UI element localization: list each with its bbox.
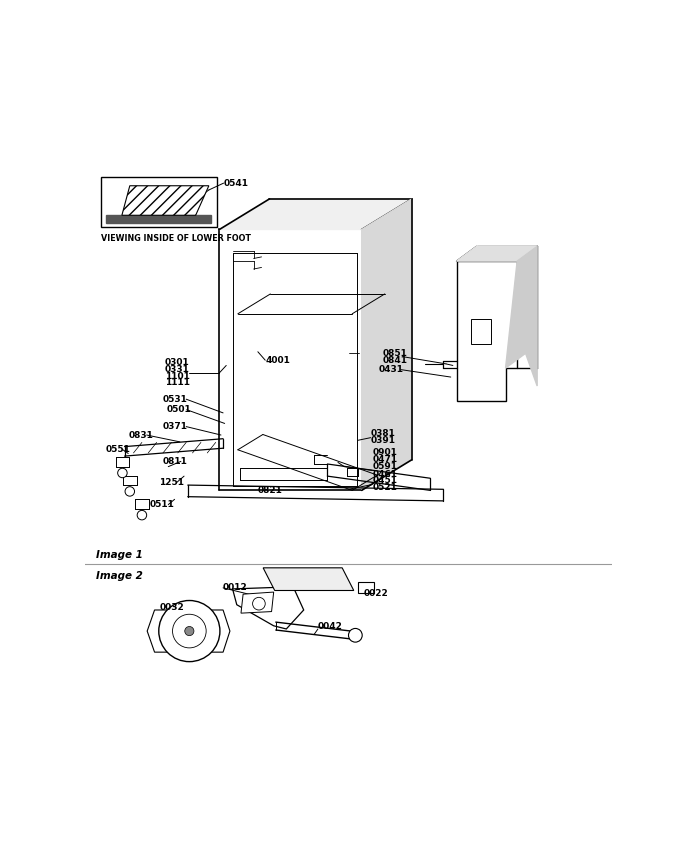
- Text: 0042: 0042: [318, 622, 343, 631]
- Polygon shape: [233, 587, 304, 629]
- Text: 0901: 0901: [372, 448, 397, 457]
- Text: 0012: 0012: [223, 583, 248, 592]
- Circle shape: [185, 626, 194, 636]
- Text: 0461: 0461: [372, 470, 397, 478]
- FancyBboxPatch shape: [101, 177, 217, 227]
- Polygon shape: [220, 199, 412, 230]
- Polygon shape: [456, 246, 537, 261]
- Text: 0531: 0531: [163, 395, 188, 403]
- Text: 1101: 1101: [165, 372, 190, 380]
- Text: 0831: 0831: [129, 431, 153, 439]
- Text: 0471: 0471: [372, 454, 397, 464]
- Text: 0521: 0521: [372, 483, 397, 492]
- Text: 1111: 1111: [165, 379, 190, 387]
- Text: 0381: 0381: [371, 430, 396, 438]
- Bar: [471, 318, 492, 344]
- Circle shape: [348, 628, 362, 643]
- Text: 0032: 0032: [160, 603, 184, 613]
- Polygon shape: [358, 581, 374, 593]
- Circle shape: [118, 468, 127, 477]
- Text: 0431: 0431: [379, 365, 404, 374]
- Text: 0331: 0331: [165, 364, 190, 374]
- Text: VIEWING INSIDE OF LOWER FOOT: VIEWING INSIDE OF LOWER FOOT: [101, 234, 251, 243]
- Text: 0451: 0451: [372, 477, 397, 485]
- Polygon shape: [220, 230, 362, 490]
- Polygon shape: [122, 186, 209, 215]
- Text: Image 1: Image 1: [95, 550, 142, 560]
- Circle shape: [158, 601, 220, 661]
- Text: 0371: 0371: [163, 422, 188, 431]
- Circle shape: [252, 597, 265, 610]
- Text: 0301: 0301: [165, 357, 190, 367]
- Text: 1251: 1251: [158, 478, 184, 487]
- Text: 0511: 0511: [150, 500, 174, 509]
- Text: 0501: 0501: [167, 405, 192, 414]
- Polygon shape: [362, 199, 412, 490]
- Polygon shape: [106, 215, 211, 223]
- Text: 0841: 0841: [383, 356, 408, 365]
- Circle shape: [173, 614, 206, 648]
- Text: 0591: 0591: [372, 461, 397, 471]
- Polygon shape: [241, 592, 273, 614]
- Text: 4001: 4001: [265, 356, 290, 365]
- Circle shape: [125, 487, 135, 496]
- Text: 0811: 0811: [163, 457, 188, 465]
- Text: 0551: 0551: [106, 445, 131, 454]
- Text: 0541: 0541: [224, 179, 249, 187]
- Polygon shape: [147, 610, 230, 652]
- Text: 0851: 0851: [383, 349, 407, 357]
- Text: 0391: 0391: [371, 437, 396, 445]
- Polygon shape: [263, 568, 354, 591]
- Text: 0821: 0821: [258, 487, 283, 495]
- Polygon shape: [456, 261, 517, 401]
- Circle shape: [137, 511, 147, 520]
- Polygon shape: [505, 246, 537, 386]
- Text: Image 2: Image 2: [95, 571, 142, 580]
- Text: 0022: 0022: [363, 589, 388, 597]
